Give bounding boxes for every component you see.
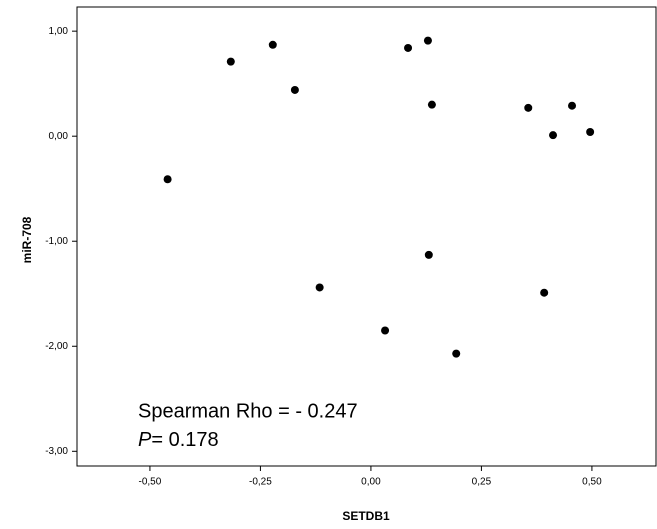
point (404, 43, 413, 52)
y-tick-label: -2,00 (45, 341, 68, 352)
p-value: = 0.178 (151, 429, 218, 451)
y-tick-label: 1,00 (49, 26, 69, 37)
x-tick-label: -0,50 (139, 477, 162, 488)
plot-frame (76, 6, 657, 467)
p-symbol: P (138, 429, 152, 451)
point (427, 100, 436, 109)
point (315, 283, 324, 292)
point (423, 36, 432, 45)
y-axis-title: miR-708 (20, 216, 34, 263)
y-tick-label: 0,00 (49, 131, 69, 142)
annotation: Spearman Rho = - 0.247 (138, 400, 358, 422)
point (163, 175, 172, 184)
p-annotation: P= 0.178 (138, 429, 219, 451)
x-tick-label: 0,00 (361, 477, 381, 488)
point (524, 103, 533, 112)
point (381, 326, 390, 335)
point (586, 127, 595, 136)
point (424, 250, 433, 259)
point (268, 40, 277, 49)
x-tick-label: -0,25 (249, 477, 272, 488)
y-tick-label: -1,00 (45, 236, 68, 247)
point (568, 101, 577, 110)
point (290, 85, 299, 94)
point (549, 131, 558, 140)
x-axis-title: SETDB1 (342, 509, 390, 523)
x-tick-label: 0,25 (472, 477, 492, 488)
y-tick-label: -3,00 (45, 446, 68, 457)
point (452, 349, 461, 358)
point (226, 57, 235, 66)
point (540, 288, 549, 297)
x-tick-label: 0,50 (582, 477, 602, 488)
